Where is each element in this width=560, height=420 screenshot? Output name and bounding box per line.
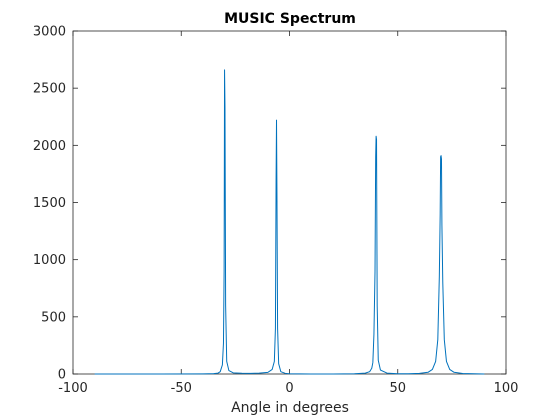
y-tick-label: 2500 xyxy=(33,82,66,97)
y-tick-label: 1000 xyxy=(33,253,66,268)
y-tick-label: 500 xyxy=(41,310,66,325)
spectrum-line xyxy=(94,69,485,375)
x-tick-label: -100 xyxy=(58,381,88,396)
y-tick-label: 1500 xyxy=(33,196,66,211)
y-tick-label: 2000 xyxy=(33,139,66,154)
chart-title: MUSIC Spectrum xyxy=(224,11,356,27)
series-group xyxy=(94,69,485,375)
x-tick-label: 0 xyxy=(285,381,293,396)
x-tick-label: -50 xyxy=(171,381,192,396)
y-axis: 0 500 1000 1500 2000 2500 3000 xyxy=(33,25,506,383)
x-axis-label: Angle in degrees xyxy=(231,400,349,416)
x-tick-label: 100 xyxy=(494,381,519,396)
x-tick-label: 50 xyxy=(389,381,406,396)
plot-box xyxy=(72,30,507,375)
y-tick-label: 3000 xyxy=(33,25,66,40)
x-axis: -100 -50 0 50 100 xyxy=(58,31,518,396)
y-tick-label: 0 xyxy=(58,368,66,383)
